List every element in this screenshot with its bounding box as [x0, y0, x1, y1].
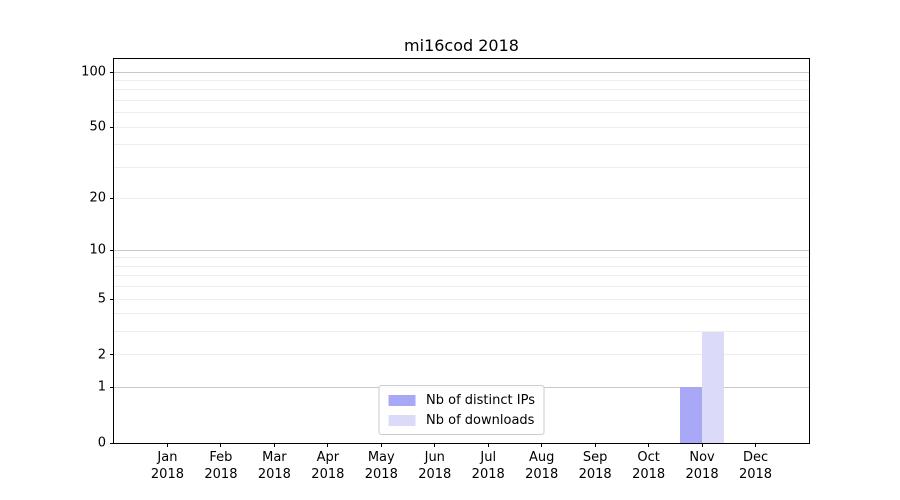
x-tick-mark: [381, 443, 382, 447]
minor-gridline: [114, 257, 809, 258]
x-tick-label: Sep 2018: [578, 450, 612, 482]
y-tick-mark: [110, 443, 114, 444]
minor-gridline: [114, 80, 809, 81]
x-tick-mark: [541, 443, 542, 447]
minor-gridline: [114, 144, 809, 145]
legend-swatch-downloads: [388, 414, 416, 426]
y-tick-label: 1: [97, 379, 106, 395]
x-tick-label: Aug 2018: [525, 450, 559, 482]
x-tick-label: Jun 2018: [418, 450, 452, 482]
y-tick-mark: [110, 198, 114, 199]
y-tick-label: 10: [89, 242, 106, 258]
minor-gridline: [114, 100, 809, 101]
minor-gridline: [114, 286, 809, 287]
major-gridline: [114, 72, 809, 73]
y-tick-label: 100: [81, 64, 106, 80]
y-tick-label: 2: [97, 347, 106, 363]
minor-gridline: [114, 167, 809, 168]
minor-gridline: [114, 198, 809, 199]
legend-item-downloads: Nb of downloads: [388, 410, 535, 430]
minor-gridline: [114, 266, 809, 267]
y-tick-label: 50: [89, 119, 106, 135]
bar-downloads: [702, 331, 725, 443]
minor-gridline: [114, 127, 809, 128]
minor-gridline: [114, 331, 809, 332]
x-tick-mark: [274, 443, 275, 447]
x-tick-label: Mar 2018: [257, 450, 291, 482]
x-tick-label: Jan 2018: [150, 450, 184, 482]
x-tick-label: Feb 2018: [204, 450, 238, 482]
x-tick-label: Dec 2018: [738, 450, 773, 482]
x-tick-mark: [220, 443, 221, 447]
x-tick-label: Nov 2018: [685, 450, 719, 482]
minor-gridline: [114, 299, 809, 300]
legend-label-downloads: Nb of downloads: [426, 412, 535, 428]
y-tick-mark: [110, 127, 114, 128]
y-tick-mark: [110, 354, 114, 355]
y-tick-mark: [110, 250, 114, 251]
major-gridline: [114, 250, 809, 251]
x-tick-label: Jul 2018: [471, 450, 505, 482]
legend-swatch-distinct-ips: [388, 394, 416, 406]
plot-area: 0 1 2 5 10 20 50 100 Jan 2018 Feb 2018 Mar 2018 Apr 20…: [81, 58, 810, 482]
x-tick-mark: [434, 443, 435, 447]
x-tick-mark: [595, 443, 596, 447]
y-tick-label: 5: [97, 291, 106, 307]
y-tick-label: 0: [97, 435, 106, 451]
x-tick-label: Apr 2018: [311, 450, 345, 482]
chart-title: mi16cod 2018: [404, 36, 519, 55]
x-tick-mark: [167, 443, 168, 447]
y-tick-label: 20: [89, 190, 106, 206]
minor-gridline: [114, 275, 809, 276]
legend-item-distinct-ips: Nb of distinct IPs: [388, 390, 535, 410]
x-tick-mark: [755, 443, 756, 447]
x-tick-mark: [488, 443, 489, 447]
x-tick-mark: [327, 443, 328, 447]
minor-gridline: [114, 313, 809, 314]
legend: Nb of distinct IPs Nb of downloads: [378, 385, 545, 435]
x-tick-label: Oct 2018: [632, 450, 666, 482]
legend-label-distinct-ips: Nb of distinct IPs: [426, 392, 535, 408]
minor-gridline: [114, 112, 809, 113]
x-tick-label: May 2018: [364, 450, 398, 482]
y-tick-mark: [110, 72, 114, 73]
minor-gridline: [114, 89, 809, 90]
minor-gridline: [114, 354, 809, 355]
y-tick-mark: [110, 299, 114, 300]
x-tick-mark: [702, 443, 703, 447]
x-tick-mark: [648, 443, 649, 447]
y-tick-mark: [110, 387, 114, 388]
bar-distinct-ips: [680, 387, 703, 443]
